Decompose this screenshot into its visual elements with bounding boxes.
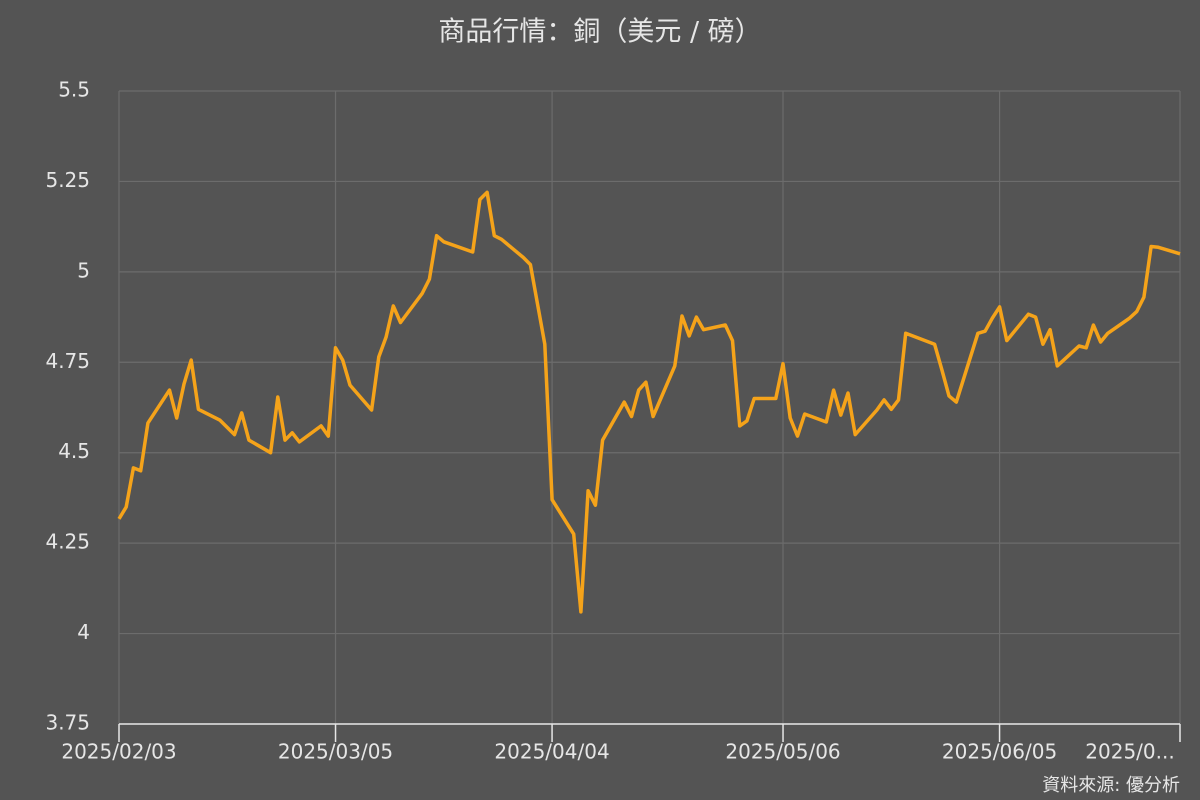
x-tick-label: 2025/04/04 xyxy=(494,740,609,764)
y-tick-label: 4.25 xyxy=(45,530,90,554)
y-tick-label: 5 xyxy=(77,258,90,282)
source-note: 資料來源: 優分析 xyxy=(1042,775,1180,796)
y-tick-label: 4 xyxy=(77,620,90,644)
x-tick-label: 2025/03/05 xyxy=(278,740,393,764)
y-tick-label: 5.5 xyxy=(58,78,90,102)
y-tick-label: 4.75 xyxy=(45,349,90,373)
y-tick-label: 4.5 xyxy=(58,439,90,463)
y-tick-label: 5.25 xyxy=(45,168,90,192)
x-tick-label: 2025/06/05 xyxy=(942,740,1057,764)
x-tick-label: 2025/05/06 xyxy=(725,740,840,764)
price-line xyxy=(117,190,1181,614)
x-tick-label: 2025/02/03 xyxy=(61,740,176,764)
y-tick-label: 3.75 xyxy=(45,711,90,735)
x-tick-label: 2025/0... xyxy=(1085,740,1174,764)
chart-title: 商品行情：銅（美元 / 磅） xyxy=(438,17,761,48)
